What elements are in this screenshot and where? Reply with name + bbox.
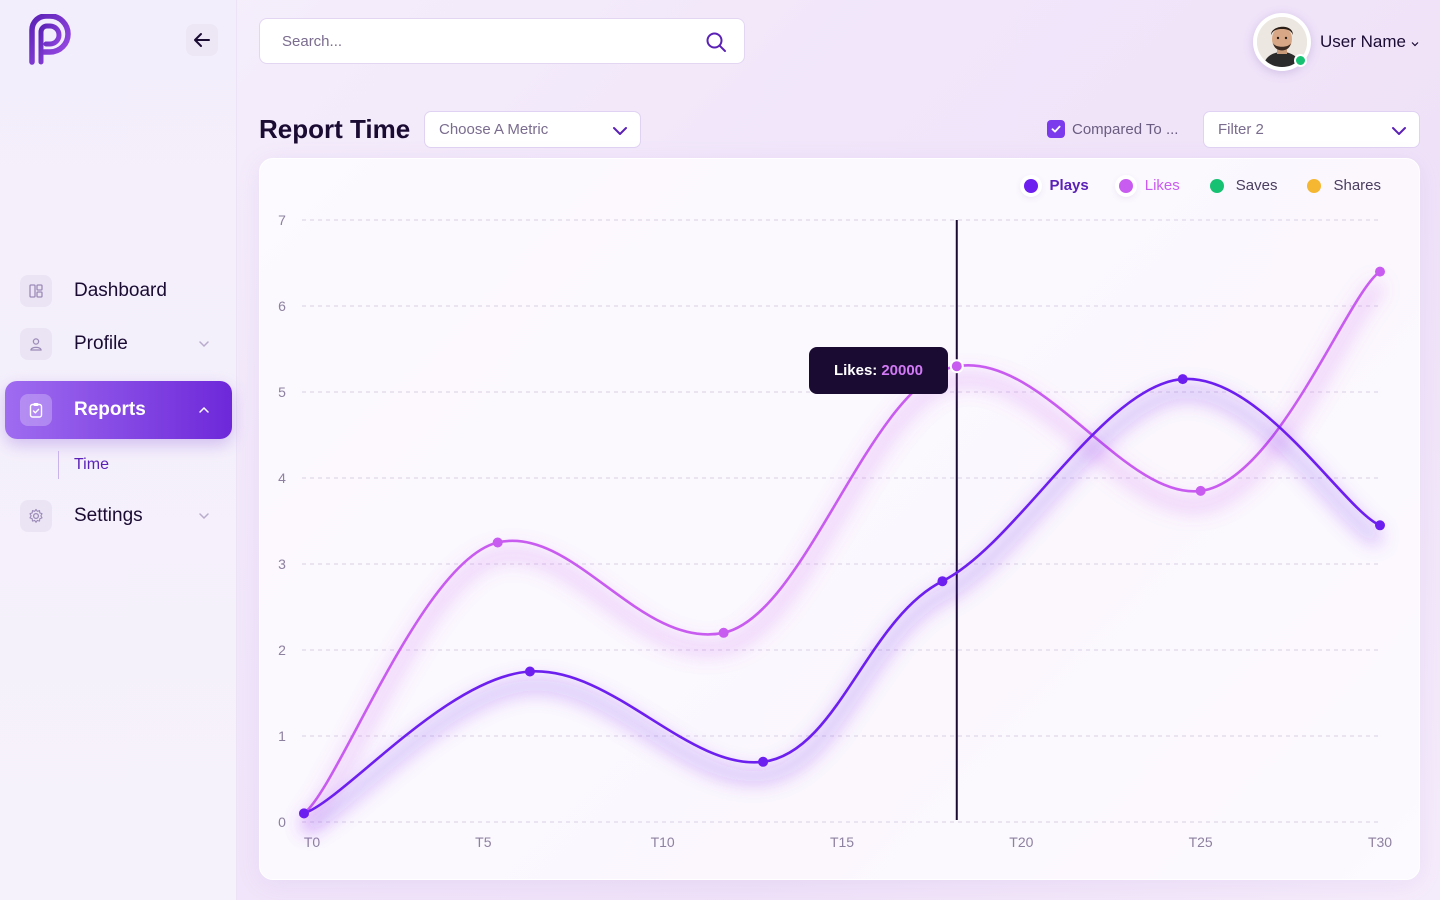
filter-select-value: Filter 2: [1218, 121, 1264, 138]
legend-label-saves: Saves: [1235, 177, 1278, 194]
chart-card: 0 1 2 3 4 5 6 7 T0 T5 T10 T15 T20 T25 T30 Plays Likes …: [259, 158, 1420, 880]
sidebar-item-settings[interactable]: Settings: [5, 487, 232, 545]
x-tick-label: T0: [304, 834, 321, 850]
series-glow-likes: [299, 279, 1385, 833]
online-status-indicator: [1294, 54, 1307, 67]
metric-select[interactable]: Choose A Metric: [424, 111, 641, 148]
clipboard-icon: [20, 394, 52, 426]
tooltip-label: Likes:: [833, 362, 878, 379]
x-tick-label: T20: [1009, 834, 1033, 850]
line-chart[interactable]: 0 1 2 3 4 5 6 7 T0 T5 T10 T15 T20 T25 T30: [260, 159, 1421, 881]
sidebar-item-reports[interactable]: Reports: [5, 381, 232, 439]
data-point-plays: [299, 808, 309, 819]
data-point-plays: [1177, 374, 1188, 385]
user-name[interactable]: User Name: [1320, 32, 1420, 52]
legend-dot-shares: [1307, 178, 1322, 193]
avatar[interactable]: [1253, 13, 1311, 71]
data-point-plays: [937, 576, 948, 587]
sidebar-subitem-label: Time: [74, 456, 109, 473]
y-tick-label: 5: [278, 384, 286, 400]
data-point-likes: [492, 537, 503, 548]
app-logo: [29, 14, 71, 65]
y-tick-label: 0: [278, 814, 286, 830]
tooltip-value: 20000: [881, 362, 924, 379]
y-tick-label: 4: [278, 470, 286, 486]
legend-label-plays: Plays: [1049, 177, 1089, 194]
sidebar-item-label: Reports: [74, 399, 146, 420]
sidebar-item-label: Dashboard: [74, 280, 167, 301]
data-point-plays: [524, 666, 535, 677]
data-point-plays: [758, 756, 769, 767]
legend-label-likes: Likes: [1144, 177, 1180, 194]
x-tick-label: T25: [1189, 834, 1213, 850]
series-line-likes: [302, 270, 1382, 815]
arrow-left-icon: [194, 33, 210, 47]
y-tick-label: 3: [278, 556, 286, 572]
series-line-plays: [302, 377, 1382, 815]
compare-checkbox[interactable]: [1047, 120, 1065, 138]
search-icon[interactable]: [704, 30, 728, 54]
chart-legend: Plays Likes Saves Shares: [994, 177, 1381, 194]
data-point-likes: [718, 627, 729, 638]
collapse-sidebar-button[interactable]: [186, 24, 218, 56]
data-point-plays: [1375, 520, 1385, 531]
page-title: Report Time: [259, 114, 411, 144]
y-tick-label: 1: [278, 728, 286, 744]
gear-icon: [20, 500, 52, 532]
data-point-likes: [1375, 266, 1385, 277]
x-tick-label: T5: [475, 834, 492, 850]
user-icon: [20, 328, 52, 360]
sidebar-subitem-time[interactable]: Time: [58, 451, 109, 479]
sidebar-item-dashboard[interactable]: Dashboard: [5, 262, 232, 320]
chevron-down-icon: [199, 341, 209, 348]
chevron-down-icon: [1411, 41, 1419, 46]
x-tick-label: T15: [830, 834, 854, 850]
metric-select-value: Choose A Metric: [439, 121, 549, 138]
compare-toggle[interactable]: Compared To ...: [1047, 118, 1178, 140]
sidebar-item-profile[interactable]: Profile: [5, 315, 232, 373]
sidebar-item-label: Settings: [74, 505, 143, 526]
legend-dot-saves: [1209, 178, 1224, 193]
compare-label: Compared To ...: [1072, 120, 1179, 138]
legend-dot-likes: [1118, 178, 1133, 193]
y-tick-label: 7: [278, 212, 286, 228]
user-menu[interactable]: User Name: [1253, 12, 1420, 72]
legend-label-shares: Shares: [1333, 177, 1381, 194]
user-name-label: User Name: [1320, 32, 1406, 51]
chevron-down-icon: [199, 513, 209, 520]
y-tick-label: 2: [278, 642, 286, 658]
legend-dot-plays: [1023, 178, 1038, 193]
check-icon: [1051, 125, 1061, 133]
y-tick-label: 6: [278, 298, 286, 314]
chart-tooltip: Likes: 20000: [809, 347, 948, 394]
legend-item-likes[interactable]: Likes: [1118, 177, 1180, 194]
chevron-down-icon: [1392, 127, 1406, 135]
data-point-likes: [949, 359, 964, 374]
chevron-up-icon: [199, 406, 209, 413]
x-tick-label: T30: [1368, 834, 1392, 850]
series-glow-plays: [301, 386, 1384, 835]
sidebar-item-label: Profile: [74, 333, 128, 354]
sidebar: Dashboard Profile Reports Time Settings: [0, 0, 237, 900]
x-tick-label: T10: [651, 834, 675, 850]
chevron-down-icon: [613, 127, 627, 135]
legend-item-saves[interactable]: Saves: [1209, 177, 1278, 194]
legend-item-shares[interactable]: Shares: [1307, 177, 1381, 194]
legend-item-plays[interactable]: Plays: [1023, 177, 1089, 194]
data-point-likes: [1195, 485, 1206, 496]
dashboard-icon: [20, 275, 52, 307]
filter-select[interactable]: Filter 2: [1203, 111, 1420, 148]
search-bar: [259, 18, 745, 64]
search-input[interactable]: [260, 19, 690, 63]
